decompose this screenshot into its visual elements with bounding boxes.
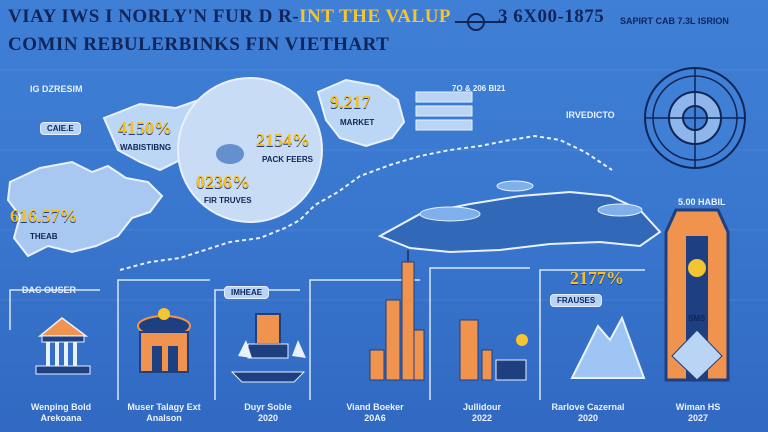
river-shape bbox=[377, 190, 662, 254]
tower-label: SMS bbox=[688, 314, 706, 323]
industry-icon bbox=[459, 319, 528, 381]
skyline-icon bbox=[369, 250, 425, 381]
caption-4: Viand Boeker 20A6 bbox=[330, 402, 420, 424]
caption-2-line2: Analson bbox=[146, 413, 182, 423]
dac-label: DAC OUSER bbox=[22, 285, 77, 295]
caption-3: Duyr Soble 2020 bbox=[226, 402, 310, 424]
title-part-c: 3 6X00-1875 bbox=[498, 6, 605, 27]
stat2-label: PACK FEERS bbox=[262, 155, 313, 164]
caption-1-line1: Wenping Bold bbox=[30, 402, 92, 412]
caption-7: Wiman HS 2027 bbox=[658, 402, 738, 424]
caption-2-line1: Muser Talagy Ext bbox=[127, 402, 201, 412]
stat3-value: 0236% bbox=[196, 172, 250, 192]
caption-3-line1: Duyr Soble bbox=[244, 402, 292, 412]
temple-icon bbox=[35, 317, 91, 375]
mid-tag: IMHEAE bbox=[224, 286, 270, 299]
caption-3-line2: 2020 bbox=[257, 413, 279, 423]
caption-1: Wenping Bold Arekoana bbox=[16, 402, 106, 424]
map-landmass-right bbox=[316, 78, 406, 148]
pagoda-icon bbox=[137, 308, 191, 373]
caption-6: Rarlove Cazernal 2020 bbox=[538, 402, 638, 424]
caption-6-line1: Rarlove Cazernal bbox=[551, 402, 625, 412]
stat2-value: 2154% bbox=[256, 130, 310, 150]
network-icon bbox=[467, 13, 485, 31]
title-part-a: VIAY IWS I NORLY'N FUR D R- bbox=[8, 6, 300, 27]
caption-5-line1: Jullidour bbox=[463, 402, 501, 412]
caption-5: Jullidour 2022 bbox=[440, 402, 524, 424]
title-part-b: INT THE VALUP bbox=[299, 6, 452, 27]
range-label: 7O & 206 BI21 bbox=[452, 84, 506, 93]
caption-4-line2: 20A6 bbox=[364, 413, 386, 423]
irvedicto-label: IRVEDICTO bbox=[566, 110, 615, 120]
page-title-line1: VIAY IWS I NORLY'N FUR D R-INT THE VALUP… bbox=[8, 6, 604, 28]
region-label: IG DZRESIM bbox=[30, 84, 83, 94]
trend-line bbox=[119, 134, 613, 271]
stat4-label: THEAB bbox=[30, 232, 58, 241]
caption-2: Muser Talagy Ext Analson bbox=[118, 402, 210, 424]
caption-4-line1: Viand Boeker bbox=[346, 402, 404, 412]
stat5-label: MARKET bbox=[340, 118, 375, 127]
caption-5-line2: 2022 bbox=[471, 413, 493, 423]
ornate-building-icon bbox=[230, 313, 306, 383]
tagline: SAPIRT CAB 7.3L ISRION bbox=[620, 16, 729, 26]
frauses-tag: FRAUSES bbox=[550, 294, 603, 307]
caption-1-line2: Arekoana bbox=[40, 413, 82, 423]
caption-7-line2: 2027 bbox=[687, 413, 709, 423]
page-title-line2: COMIN REBULERBINKS FIN VIETHART bbox=[8, 34, 390, 55]
right-percent: 2177% bbox=[570, 268, 624, 288]
map-landmass-left bbox=[6, 160, 164, 258]
map-disk bbox=[177, 77, 323, 223]
caie-tag: CAIE.E bbox=[40, 122, 81, 135]
stat1-label: WABISTIBNG bbox=[120, 143, 172, 152]
stat4-value: 616.57% bbox=[10, 206, 78, 226]
stat1-value: 4150% bbox=[118, 118, 172, 138]
mountain-icon bbox=[570, 315, 646, 379]
medallion-icon bbox=[644, 67, 746, 169]
caption-6-line2: 2020 bbox=[577, 413, 599, 423]
panel-frames bbox=[9, 267, 645, 400]
stat3-label: FIR TRUVES bbox=[204, 196, 252, 205]
stat5-value: 9.217 bbox=[330, 92, 371, 112]
caption-7-line1: Wiman HS bbox=[675, 402, 721, 412]
habit-label: 5.00 HABIL bbox=[678, 197, 726, 207]
tower-icon bbox=[664, 208, 730, 382]
